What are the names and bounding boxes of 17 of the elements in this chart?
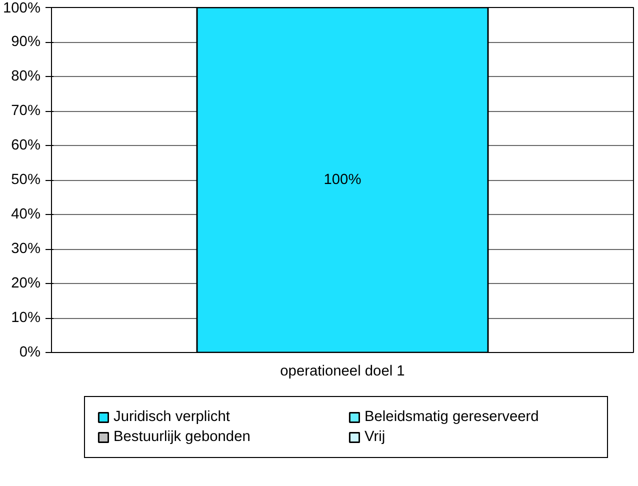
y-tick-label: 60% [11,138,41,154]
y-tick-label: 100% [3,0,41,16]
legend-label: Vrij [364,429,386,445]
legend-label: Juridisch verplicht [114,409,231,425]
y-tick-label: 80% [11,68,41,84]
y-tick-label: 30% [11,241,41,257]
y-tick-label: 50% [11,172,41,188]
legend-label: Beleidsmatig gereserveerd [364,409,540,425]
y-tick-label: 70% [11,103,41,119]
y-tick-label: 90% [11,34,41,50]
legend-label: Bestuurlijk gebonden [114,429,252,445]
x-tick-label: operationeel doel 1 [280,364,405,380]
data-label: 100% [324,172,362,188]
y-tick-label: 40% [11,206,41,222]
y-tick-label: 20% [11,276,41,292]
y-tick-label: 0% [19,344,41,360]
y-tick-label: 10% [11,310,41,326]
